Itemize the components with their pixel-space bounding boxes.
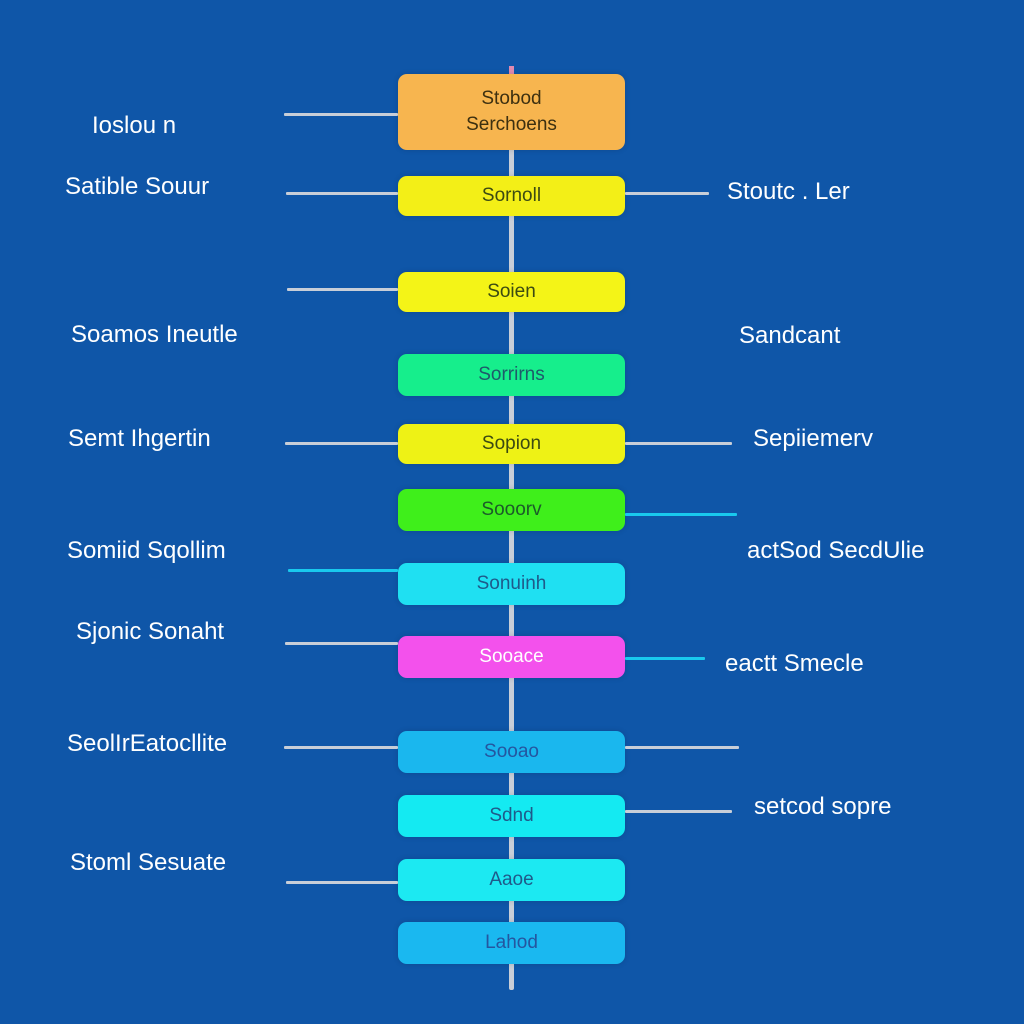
stage-12-label: Lahod xyxy=(485,932,538,954)
stage-box-9: Sooao xyxy=(398,731,625,773)
stage-10-label: Sdnd xyxy=(489,805,534,827)
left-label-2: Satible Souur xyxy=(65,173,210,200)
left-label-1: Ioslou n xyxy=(92,112,177,139)
stage-box-10: Sdnd xyxy=(398,795,625,837)
right-label-5: eactt Smecle xyxy=(725,650,864,677)
right-label-4: actSod SecdUlie xyxy=(747,537,925,564)
stage-6-label: Sooorv xyxy=(481,499,542,521)
left-label-5: Somiid Sqollim xyxy=(67,537,226,564)
stage-box-5: Sopion xyxy=(398,424,625,464)
stage-1-line-1: Stobod xyxy=(481,88,542,110)
right-label-3: Sepiiemerv xyxy=(753,425,874,452)
stage-box-11: Aaoe xyxy=(398,859,625,901)
right-label-1: Stoutc . Ler xyxy=(727,178,850,205)
connector-right-4 xyxy=(625,657,705,660)
connector-right-1 xyxy=(625,192,709,195)
stage-7-label: Sonuinh xyxy=(476,573,547,595)
right-label-2: Sandcant xyxy=(739,322,841,349)
connector-right-6 xyxy=(625,810,732,813)
stage-8-label: Sooace xyxy=(479,646,544,668)
left-label-7: SeolIrEatocllite xyxy=(67,730,228,757)
stage-box-8: Sooace xyxy=(398,636,625,678)
left-label-6: Sjonic Sonaht xyxy=(76,618,225,645)
connector-left-1 xyxy=(284,113,398,116)
stage-3-label: Soien xyxy=(487,281,536,303)
spine-top-accent xyxy=(509,66,514,76)
left-label-3: Soamos Ineutle xyxy=(71,321,238,348)
stage-11-label: Aaoe xyxy=(489,869,534,891)
stage-box-12: Lahod xyxy=(398,922,625,964)
stage-4-label: Sorrirns xyxy=(478,364,545,386)
stage-box-2: Sornoll xyxy=(398,176,625,216)
left-label-4: Semt Ihgertin xyxy=(68,425,211,452)
connector-right-2 xyxy=(625,442,732,445)
connector-right-3 xyxy=(625,513,737,516)
stage-box-3: Soien xyxy=(398,272,625,312)
right-label-6: setcod sopre xyxy=(754,793,892,820)
stage-5-label: Sopion xyxy=(481,433,542,455)
stage-box-6: Sooorv xyxy=(398,489,625,531)
connector-left-2 xyxy=(286,192,398,195)
connector-left-6 xyxy=(285,642,398,645)
stage-1-line-2: Serchoens xyxy=(466,114,557,135)
stage-2-label: Sornoll xyxy=(481,185,542,207)
stage-box-4: Sorrirns xyxy=(398,354,625,396)
connector-left-5 xyxy=(288,569,398,572)
stage-9-label: Sooao xyxy=(484,741,539,763)
connector-left-3 xyxy=(287,288,398,291)
left-label-8: Stoml Sesuate xyxy=(70,849,227,876)
stage-box-7: Sonuinh xyxy=(398,563,625,605)
connector-left-4 xyxy=(285,442,398,445)
connector-left-8 xyxy=(286,881,398,884)
connector-left-7 xyxy=(284,746,398,749)
stage-box-1: Stobod Serchoens xyxy=(398,74,625,150)
connector-right-5 xyxy=(625,746,739,749)
